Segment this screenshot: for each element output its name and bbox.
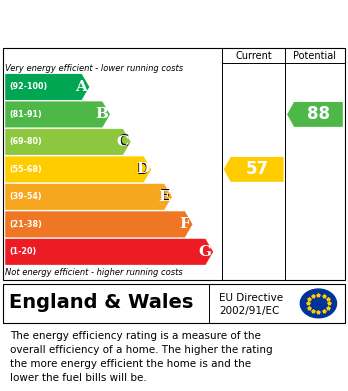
- Polygon shape: [5, 129, 130, 155]
- Polygon shape: [5, 239, 213, 265]
- Polygon shape: [5, 184, 172, 210]
- Text: A: A: [76, 80, 87, 94]
- Text: B: B: [95, 108, 108, 122]
- Text: 88: 88: [307, 106, 330, 124]
- Text: D: D: [136, 162, 149, 177]
- Text: Energy Efficiency Rating: Energy Efficiency Rating: [9, 10, 238, 28]
- Text: (39-54): (39-54): [9, 192, 42, 201]
- Text: Current: Current: [235, 51, 272, 61]
- Text: E: E: [158, 190, 170, 204]
- Text: Very energy efficient - lower running costs: Very energy efficient - lower running co…: [5, 64, 183, 73]
- Text: C: C: [117, 135, 128, 149]
- Text: (81-91): (81-91): [9, 110, 42, 119]
- Text: G: G: [198, 245, 211, 259]
- Polygon shape: [5, 101, 110, 127]
- Text: The energy efficiency rating is a measure of the
overall efficiency of a home. T: The energy efficiency rating is a measur…: [10, 331, 273, 383]
- Text: Potential: Potential: [293, 51, 337, 61]
- Text: EU Directive: EU Directive: [219, 292, 283, 303]
- Text: Not energy efficient - higher running costs: Not energy efficient - higher running co…: [5, 268, 183, 277]
- Polygon shape: [5, 156, 151, 183]
- Polygon shape: [287, 102, 343, 127]
- Text: 57: 57: [246, 160, 269, 178]
- Text: F: F: [180, 217, 190, 231]
- Polygon shape: [224, 157, 284, 182]
- Polygon shape: [5, 211, 192, 237]
- Text: (69-80): (69-80): [9, 137, 42, 146]
- Text: (21-38): (21-38): [9, 220, 42, 229]
- Text: (55-68): (55-68): [9, 165, 42, 174]
- Text: England & Wales: England & Wales: [9, 293, 193, 312]
- Text: (1-20): (1-20): [9, 248, 37, 256]
- Text: C: C: [117, 135, 128, 149]
- Text: D: D: [136, 162, 149, 176]
- Text: (92-100): (92-100): [9, 83, 48, 91]
- Text: 2002/91/EC: 2002/91/EC: [219, 306, 279, 316]
- Polygon shape: [5, 74, 89, 100]
- Text: E: E: [159, 189, 170, 204]
- Ellipse shape: [300, 289, 337, 318]
